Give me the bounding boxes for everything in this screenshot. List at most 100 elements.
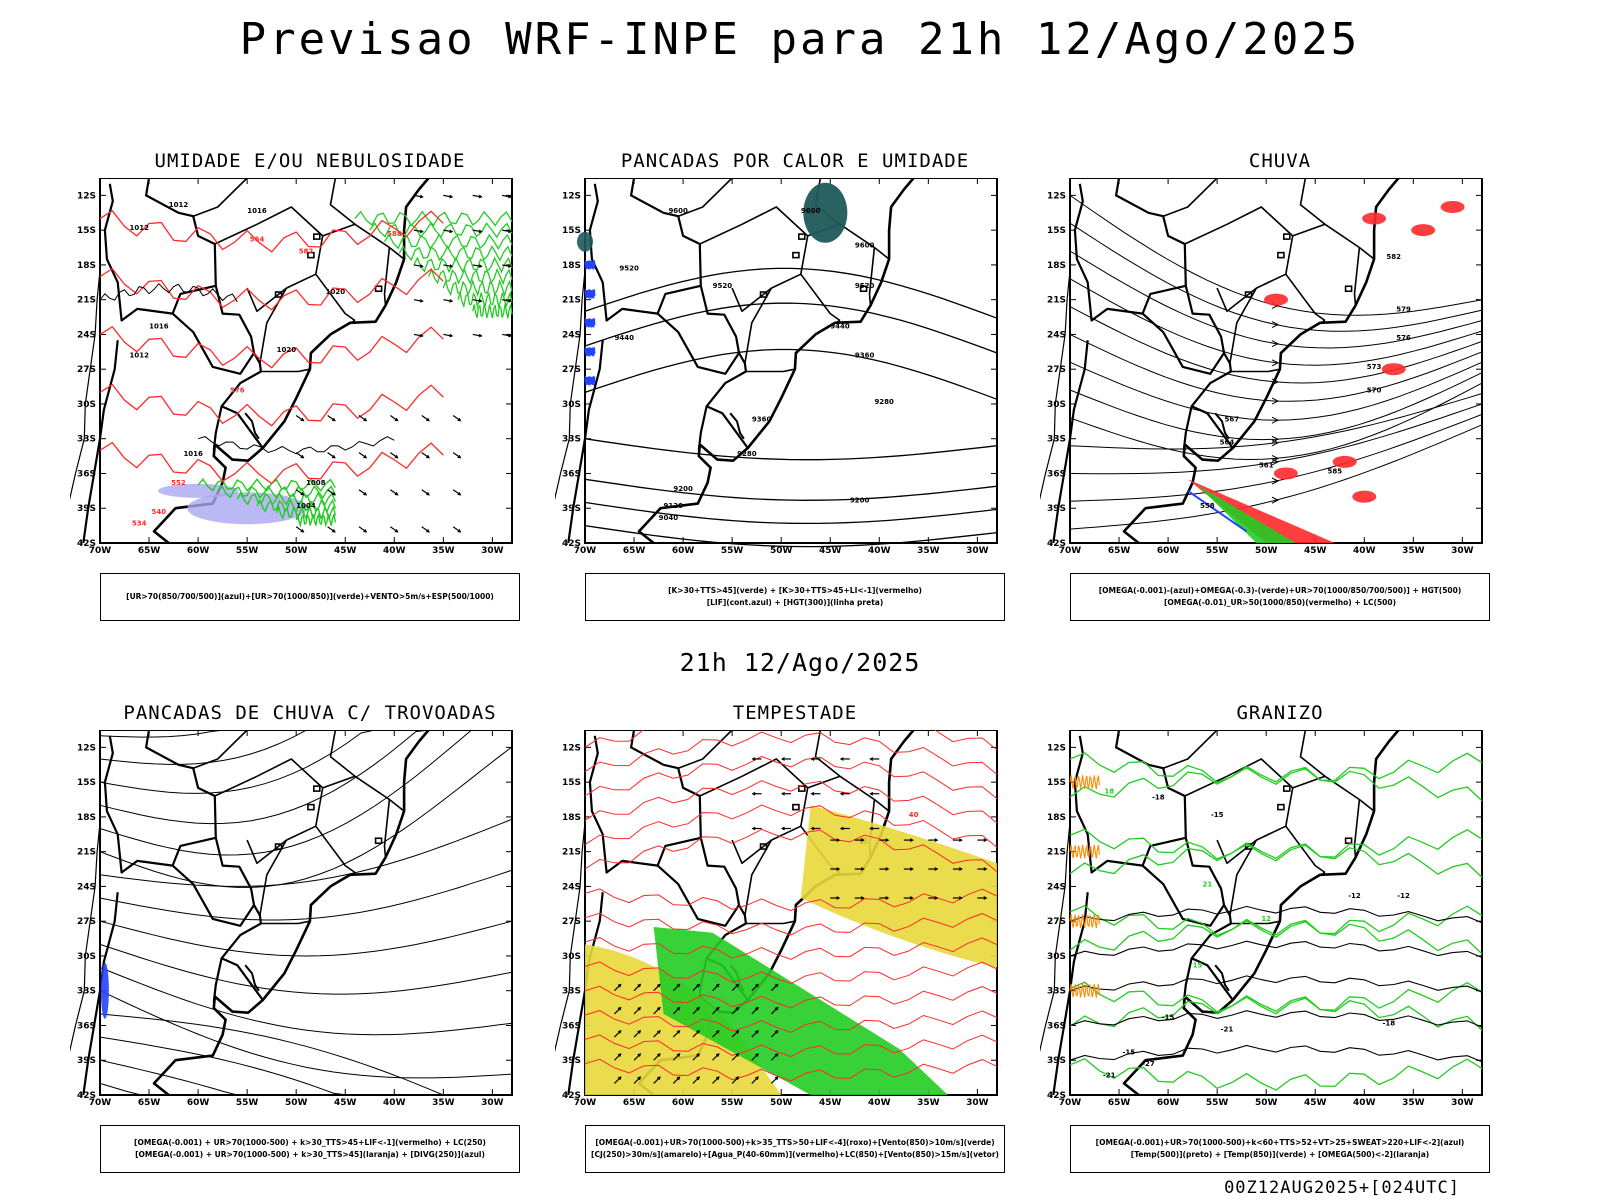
height-contour	[584, 348, 998, 400]
contour-label: 564	[1220, 439, 1235, 447]
contour-label: -15	[1162, 1014, 1175, 1022]
panel-title: CHUVA	[1248, 150, 1312, 172]
lon-label: 40W	[1353, 546, 1376, 556]
omega500-contour-orange	[1069, 774, 1100, 790]
wind-vector	[653, 1076, 661, 1084]
wind-vector	[390, 452, 399, 459]
streamline	[1069, 250, 1483, 349]
lat-label: 42S	[562, 539, 581, 549]
temp850-contour-green	[1069, 828, 1483, 862]
rain-area-red	[1381, 363, 1406, 376]
wind-vector-head	[637, 1006, 642, 1011]
wind-vector	[413, 264, 423, 268]
lat-label: 33S	[1047, 435, 1066, 445]
omega500-contour-orange	[1069, 844, 1100, 859]
lat-label: 42S	[562, 1091, 581, 1101]
lat-label: 27S	[562, 917, 581, 927]
wind-vector-head	[657, 1006, 661, 1011]
lat-label: 42S	[1047, 1091, 1066, 1101]
panel-chuva: CHUVA 12S 15S 18S 21S 24S 27S 30S 33S 36S 39S 42S 7…	[1040, 150, 1520, 648]
wind-vector	[358, 489, 367, 496]
run-info: 00Z12AUG2025+[024UTC]	[1224, 1178, 1460, 1198]
temp500-contour	[1069, 940, 1483, 959]
contour-label: 12	[1261, 915, 1271, 923]
contour-label: 9040	[659, 514, 679, 522]
wind-vector-head	[331, 529, 336, 533]
wind-vector-head	[508, 333, 513, 338]
wind-vector-head	[715, 1053, 720, 1057]
lon-label: 60W	[1157, 546, 1180, 556]
pacific-coastline	[1040, 270, 1071, 501]
wind-vector	[390, 415, 399, 422]
temp850-contour-green	[1069, 752, 1483, 785]
political-border	[103, 735, 217, 874]
lifted-index-contour-blue	[584, 347, 596, 357]
temp850-contour-green	[1069, 995, 1483, 1031]
lat-label: 18S	[1047, 261, 1066, 271]
lat-label: 21S	[562, 296, 581, 306]
humidity-contour-green	[275, 504, 337, 521]
wind-vector	[633, 1007, 641, 1015]
political-border	[144, 730, 264, 1001]
wind-vector-head	[780, 826, 785, 831]
wind-vector-head	[363, 454, 368, 459]
wind-vector-head	[774, 1053, 779, 1057]
wind-vector	[672, 1076, 681, 1084]
lat-label: 21S	[1047, 296, 1066, 306]
wind-vector	[653, 1053, 661, 1061]
political-border	[744, 287, 773, 364]
political-border	[214, 758, 324, 865]
humidity-contour-green	[472, 302, 513, 319]
wind-vector-head	[755, 1053, 759, 1057]
wind-vector	[421, 526, 430, 533]
wind-vector-head	[676, 1053, 681, 1057]
political-border	[745, 368, 796, 373]
wind-vector	[633, 1076, 641, 1084]
lon-label: 35W	[432, 1098, 455, 1108]
streamline-arrow	[1271, 397, 1280, 405]
lat-label: 36S	[77, 1021, 96, 1031]
wind-vector	[413, 299, 423, 302]
streamline-arrow	[1271, 416, 1280, 424]
lat-label: 36S	[77, 469, 96, 479]
wind-vector-head	[676, 1076, 681, 1081]
wind-vector	[751, 1030, 759, 1038]
humidity-area-blue	[187, 492, 308, 525]
political-border	[656, 312, 740, 375]
temp850-contour-green	[1069, 918, 1483, 955]
humidity-contour-green	[197, 478, 336, 492]
wind-vector	[421, 489, 430, 496]
contour-label: 1016	[149, 323, 169, 331]
reservoir-marker	[312, 233, 321, 240]
political-border	[815, 319, 841, 336]
contour-label: 585	[1328, 467, 1343, 475]
temp500-contour	[1069, 1010, 1483, 1028]
contour-label: 9440	[614, 334, 634, 342]
streamline-red	[584, 1058, 998, 1082]
wind-vector	[692, 1030, 700, 1038]
lon-label: 40W	[868, 546, 891, 556]
wind-vector	[472, 333, 482, 337]
political-border	[1182, 958, 1193, 1003]
wind-vector-head	[715, 1029, 720, 1034]
wind-vector-head	[457, 491, 462, 496]
wind-vector-head	[617, 1006, 622, 1011]
wind-vector-head	[983, 867, 988, 871]
wind-vector-head	[363, 417, 368, 422]
reservoir-marker	[797, 233, 806, 240]
contour-label: 9600	[855, 242, 875, 250]
convective-area-teal	[803, 182, 848, 243]
wind-vector	[731, 983, 739, 992]
pacific-coastline	[1040, 822, 1071, 1053]
wind-vector	[614, 1076, 622, 1084]
political-border	[868, 247, 876, 306]
wind-vector-head	[457, 417, 462, 422]
lifted-index-contour-blue	[584, 260, 596, 270]
lon-label: 55W	[1206, 1098, 1229, 1108]
reservoir-marker	[1344, 285, 1353, 293]
wind-vector-head	[755, 983, 759, 988]
lon-label: 30W	[1451, 1098, 1474, 1108]
wind-vector	[692, 1076, 700, 1084]
wind-vector-head	[426, 417, 430, 422]
lon-label: 65W	[138, 1098, 161, 1108]
